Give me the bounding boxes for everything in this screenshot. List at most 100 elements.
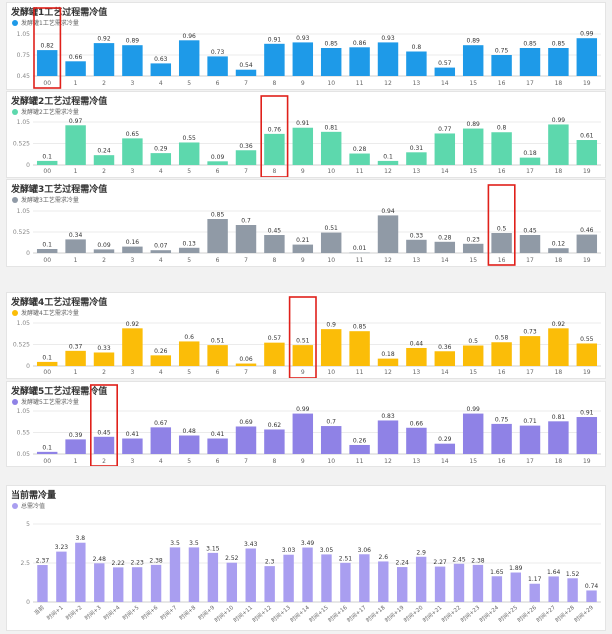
y-tick-label: 0	[26, 599, 30, 606]
legend[interactable]: 发酵罐5工艺需求冷量	[12, 397, 79, 406]
x-tick-label: 2	[102, 257, 106, 264]
x-tick-label: 10	[327, 257, 335, 264]
data-label: 0.67	[154, 420, 168, 427]
x-tick-label: 时间+10	[213, 603, 236, 624]
bar	[36, 50, 58, 76]
x-tick-label: 时间+28	[553, 603, 576, 624]
chart-title: 发酵罐1工艺过程需冷值	[11, 8, 108, 18]
bar	[178, 435, 200, 454]
tank2-chart: 0 0.525 1.05 0.1 00 0.97 1 0.24 2 0.65 3 0.29 4 0.55 5…	[13, 95, 601, 177]
x-tick-label: 7	[244, 80, 248, 87]
legend[interactable]: 发酵罐3工艺需求冷量	[12, 195, 79, 204]
legend[interactable]: 发酵罐1工艺需求冷量	[12, 18, 79, 27]
x-tick-label: 9	[301, 369, 305, 376]
legend-label: 总需冷值	[21, 503, 46, 510]
x-tick-label: 时间+12	[250, 603, 272, 624]
y-tick-label: 1.05	[17, 320, 31, 327]
data-label: 3.23	[55, 544, 69, 551]
x-tick-label: 时间+1	[45, 603, 65, 621]
highlight-box	[90, 384, 119, 466]
y-tick-label: 0.45	[17, 73, 31, 80]
bar	[122, 438, 143, 454]
y-tick-label: 1.05	[17, 119, 31, 126]
data-label: 0.57	[438, 60, 452, 67]
x-tick-label: 时间+24	[478, 603, 501, 624]
bar	[377, 42, 399, 76]
x-tick-label: 17	[526, 168, 534, 175]
data-label: 0.62	[268, 422, 282, 429]
x-tick-label: 6	[216, 257, 220, 264]
y-tick-label: 0.525	[13, 342, 30, 349]
bar	[548, 48, 569, 76]
data-label: 0.66	[69, 54, 83, 61]
x-tick-label: 11	[356, 369, 364, 376]
data-label: 0.37	[69, 343, 83, 350]
x-tick-label: 18	[555, 257, 563, 264]
legend-label: 发酵罐3工艺需求冷量	[21, 197, 79, 204]
bar	[292, 413, 314, 454]
legend[interactable]: 发酵罐4工艺需求冷量	[12, 308, 79, 317]
legend-dot	[12, 108, 18, 115]
x-tick-label: 1	[74, 458, 78, 465]
chart-title: 发酵罐4工艺过程需冷值	[11, 298, 108, 308]
data-label: 0.75	[495, 416, 509, 423]
bar	[264, 566, 275, 602]
x-tick-label: 7	[244, 168, 248, 175]
bar	[122, 246, 143, 253]
tank5-chart: 0.05 0.55 1.05 0.1 00 0.39 1 0.45 2 0.41 3 0.67 4 0.4…	[17, 384, 601, 466]
data-label: 0.89	[467, 38, 481, 45]
data-label: 3.03	[282, 547, 296, 554]
legend[interactable]: 发酵罐2工艺需求冷量	[12, 107, 79, 116]
data-label: 0.33	[97, 345, 111, 352]
bar	[377, 420, 399, 454]
legend-dot	[12, 502, 18, 509]
data-label: 0.99	[552, 117, 566, 124]
bar	[226, 562, 238, 602]
x-tick-label: 时间+19	[383, 603, 406, 624]
data-label: 0.9	[326, 322, 336, 329]
data-label: 0.91	[268, 36, 282, 43]
data-label: 0.85	[552, 41, 566, 48]
x-tick-label: 时间+5	[121, 603, 141, 622]
x-tick-label: 15	[469, 257, 477, 264]
data-label: 0.45	[523, 228, 537, 235]
data-label: 0.1	[383, 153, 393, 160]
x-tick-label: 11	[356, 168, 364, 175]
data-label: 0.28	[438, 234, 452, 241]
data-label: 0.36	[239, 143, 253, 150]
data-label: 0.96	[183, 33, 197, 40]
data-label: 0.07	[154, 243, 168, 250]
bar	[548, 248, 569, 253]
bar	[235, 426, 257, 454]
x-tick-label: 13	[413, 80, 421, 87]
data-label: 0.12	[552, 241, 566, 248]
bar	[93, 352, 115, 366]
data-label: 0.28	[353, 146, 367, 153]
legend[interactable]: 总需冷值	[12, 501, 45, 510]
bar	[519, 157, 541, 165]
x-tick-label: 时间+22	[440, 603, 462, 624]
data-label: 0.44	[410, 340, 424, 347]
data-label: 0.94	[381, 208, 395, 215]
bar	[462, 128, 484, 165]
bar	[349, 47, 370, 76]
tank4-chart: 0 0.525 1.05 0.1 00 0.37 1 0.33 2 0.92 3 0.26 4 0.6 5 0…	[13, 296, 601, 378]
bar	[491, 576, 503, 602]
tank1-chart: 0.450.751.050.82000.6610.9220.8930.6340.…	[17, 7, 601, 89]
x-tick-label: 时间+17	[345, 603, 368, 624]
bar	[235, 225, 257, 253]
data-label: 0.09	[211, 154, 225, 161]
x-tick-label: 8	[272, 369, 276, 376]
bar	[36, 160, 58, 165]
data-label: 0.41	[126, 431, 140, 438]
x-tick-label: 2	[102, 168, 106, 175]
x-tick-label: 17	[526, 257, 534, 264]
data-label: 0.13	[183, 240, 197, 247]
tank5-panel: 发酵罐5工艺过程需冷值 发酵罐5工艺需求冷量 0.05 0.55 1.05 0.1 00…	[6, 381, 606, 467]
y-tick-label: 0.55	[17, 430, 31, 437]
data-label: 3.5	[170, 540, 180, 547]
bar	[188, 547, 200, 602]
bar	[93, 436, 115, 454]
total-demand-panel: 当前需冷量 总需冷值 0 2.5 5 2.37 当前 3.23 时间+1 3.8 时间+2 2.4…	[6, 485, 606, 631]
x-tick-label: 00	[43, 257, 51, 264]
